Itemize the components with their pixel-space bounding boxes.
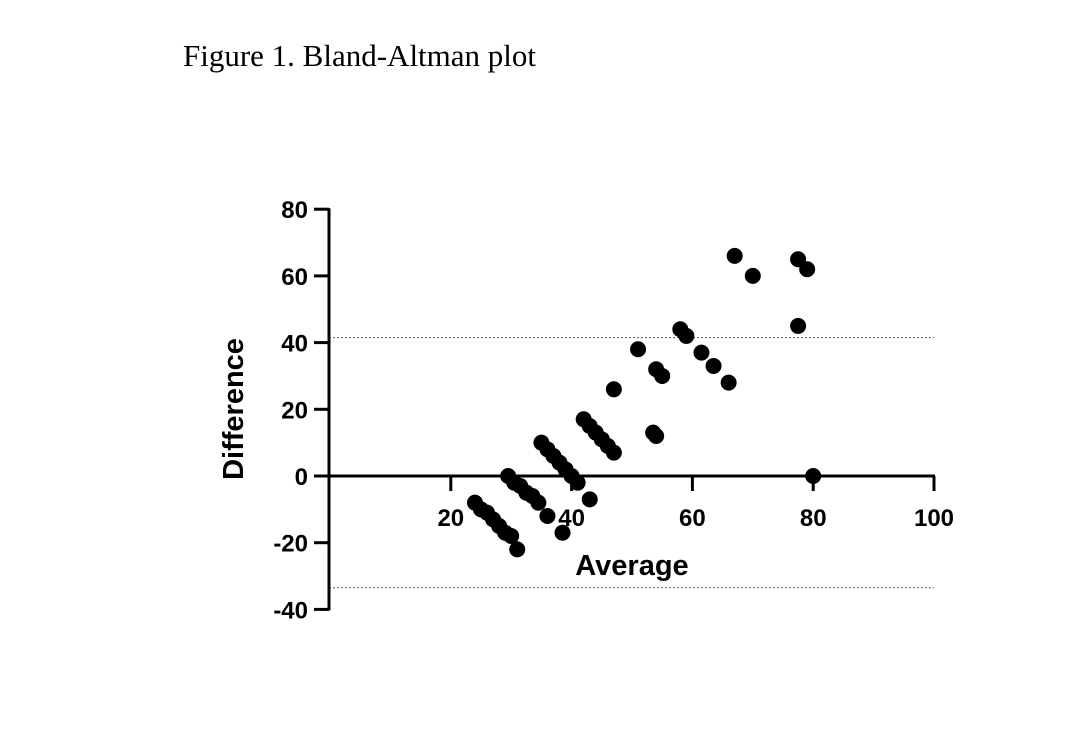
x-tick-label-20: 20	[437, 505, 464, 532]
data-point-0-44	[799, 261, 816, 278]
y-axis: -40 -20 0 20 40 60 80	[273, 197, 331, 624]
x-axis: 20 40 60 80 100	[329, 474, 954, 532]
data-point-0-30	[605, 381, 622, 398]
data-point-0-31	[630, 341, 647, 358]
data-point-0-23	[581, 491, 598, 508]
data-point-0-37	[678, 327, 695, 344]
data-point-0-33	[654, 367, 671, 384]
y-tick-label--40: -40	[273, 597, 308, 624]
data-point-0-45	[790, 317, 807, 334]
data-point-0-40	[720, 374, 737, 391]
figure-caption: Figure 1. Bland-Altman plot	[183, 38, 537, 73]
x-tick-label-100: 100	[914, 505, 954, 532]
y-tick-label-20: 20	[281, 397, 308, 424]
y-tick-label-80: 80	[281, 197, 308, 224]
y-axis-label: Difference	[218, 338, 250, 480]
y-tick-label-60: 60	[281, 264, 308, 291]
data-point-0-21	[539, 508, 556, 525]
x-tick-label-60: 60	[679, 505, 706, 532]
data-point-0-38	[693, 344, 710, 361]
y-tick-label-40: 40	[281, 331, 308, 358]
x-axis-label: Average	[575, 550, 688, 582]
data-point-0-41	[726, 247, 743, 264]
data-point-0-13	[530, 494, 547, 511]
y-tick-label-0: 0	[295, 464, 308, 491]
data-point-0-20	[569, 474, 586, 491]
data-points	[466, 247, 822, 558]
data-point-0-6	[503, 528, 520, 545]
data-point-0-29	[605, 444, 622, 461]
x-tick-label-80: 80	[800, 505, 827, 532]
data-point-0-35	[648, 427, 665, 444]
data-point-0-22	[554, 524, 571, 541]
data-point-0-42	[744, 267, 761, 284]
limits-of-agreement	[329, 337, 934, 589]
y-tick-label--20: -20	[273, 531, 308, 558]
data-point-0-46	[805, 468, 822, 484]
data-point-0-7	[509, 541, 526, 558]
data-point-0-39	[705, 357, 722, 374]
